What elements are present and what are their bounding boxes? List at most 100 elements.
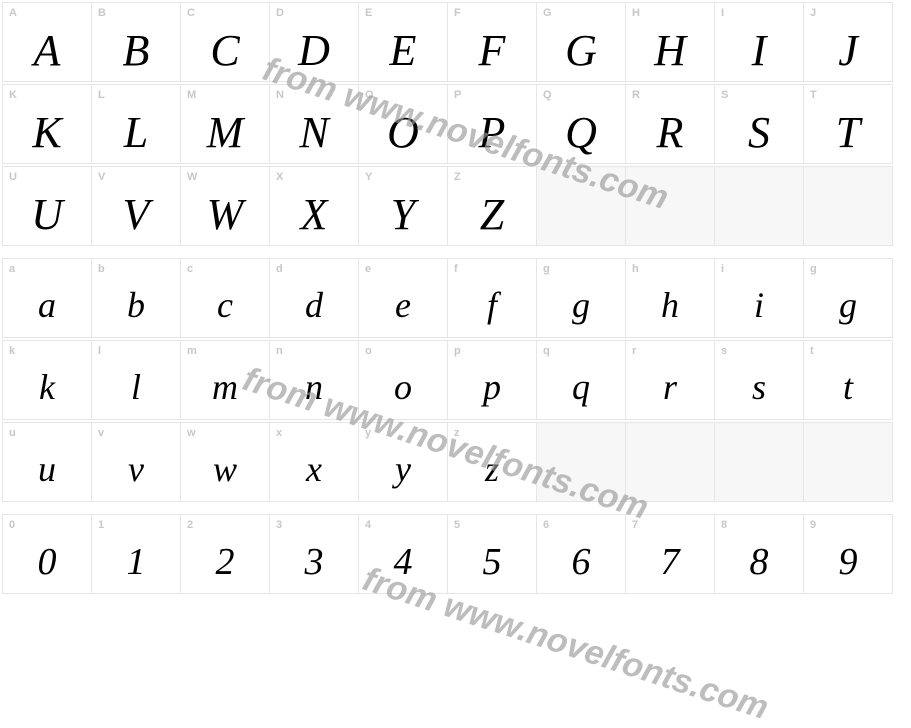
cell-label: b — [98, 263, 105, 275]
cell-label: r — [632, 345, 636, 357]
row-spacer — [2, 504, 909, 514]
glyph-cell: vv — [91, 422, 181, 502]
glyph: m — [181, 369, 269, 405]
glyph-cell: 99 — [803, 514, 893, 594]
cell-label: s — [721, 345, 727, 357]
glyph-cell: GG — [536, 2, 626, 82]
cell-label: V — [98, 171, 105, 183]
glyph-cell: QQ — [536, 84, 626, 164]
cell-label: N — [276, 89, 284, 101]
glyph: f — [448, 287, 536, 323]
glyph-cell: gg — [536, 258, 626, 338]
glyph-row: aabbccddeeffgghhiigg — [2, 258, 909, 338]
glyph-cell: HH — [625, 2, 715, 82]
glyph: E — [359, 29, 447, 73]
glyph: 8 — [715, 543, 803, 581]
glyph-cell: ee — [358, 258, 448, 338]
glyph-cell: 44 — [358, 514, 448, 594]
font-character-map: AABBCCDDEEFFGGHHIIJJKKLLMMNNOOPPQQRRSSTT… — [0, 0, 911, 598]
cell-label: U — [9, 171, 17, 183]
cell-label: 1 — [98, 519, 104, 531]
cell-label: H — [632, 7, 640, 19]
cell-label: m — [187, 345, 197, 357]
cell-label: X — [276, 171, 283, 183]
glyph-cell: II — [714, 2, 804, 82]
glyph: l — [92, 369, 180, 405]
cell-label: p — [454, 345, 461, 357]
cell-label: O — [365, 89, 374, 101]
cell-label: S — [721, 89, 728, 101]
glyph: 9 — [804, 543, 892, 581]
glyph-cell: DD — [269, 2, 359, 82]
glyph-row: UUVVWWXXYYZZ — [2, 166, 909, 246]
glyph: D — [270, 29, 358, 73]
cell-label: l — [98, 345, 101, 357]
cell-label: 4 — [365, 519, 371, 531]
glyph-cell: 33 — [269, 514, 359, 594]
glyph: 1 — [92, 543, 180, 581]
glyph: s — [715, 369, 803, 405]
cell-label: I — [721, 7, 724, 19]
glyph: W — [181, 193, 269, 237]
glyph: J — [804, 29, 892, 73]
cell-label: M — [187, 89, 196, 101]
glyph-cell: 11 — [91, 514, 181, 594]
cell-label: g — [543, 263, 550, 275]
glyph-cell: dd — [269, 258, 359, 338]
glyph: V — [92, 193, 180, 237]
glyph-cell: qq — [536, 340, 626, 420]
glyph-cell: gg — [803, 258, 893, 338]
glyph-cell-empty — [803, 166, 893, 246]
glyph-cell: BB — [91, 2, 181, 82]
glyph-cell-empty — [803, 422, 893, 502]
glyph-cell: UU — [2, 166, 92, 246]
glyph-cell: tt — [803, 340, 893, 420]
glyph-cell: ww — [180, 422, 270, 502]
glyph: u — [3, 451, 91, 487]
glyph: v — [92, 451, 180, 487]
glyph-cell: 66 — [536, 514, 626, 594]
glyph: Z — [448, 193, 536, 237]
cell-label: v — [98, 427, 104, 439]
glyph: U — [3, 193, 91, 237]
cell-label: Q — [543, 89, 552, 101]
cell-label: 3 — [276, 519, 282, 531]
cell-label: Y — [365, 171, 372, 183]
cell-label: q — [543, 345, 550, 357]
glyph: h — [626, 287, 714, 323]
cell-label: K — [9, 89, 17, 101]
glyph: b — [92, 287, 180, 323]
cell-label: F — [454, 7, 461, 19]
cell-label: E — [365, 7, 372, 19]
glyph: n — [270, 369, 358, 405]
glyph: B — [92, 29, 180, 73]
cell-label: J — [810, 7, 816, 19]
glyph-row: uuvvwwxxyyzz — [2, 422, 909, 502]
glyph: 6 — [537, 543, 625, 581]
glyph: P — [448, 111, 536, 155]
cell-label: k — [9, 345, 15, 357]
glyph: L — [92, 111, 180, 155]
cell-label: e — [365, 263, 371, 275]
glyph-cell: ZZ — [447, 166, 537, 246]
glyph-cell: 00 — [2, 514, 92, 594]
cell-label: W — [187, 171, 197, 183]
cell-label: D — [276, 7, 284, 19]
glyph-cell: pp — [447, 340, 537, 420]
cell-label: A — [9, 7, 17, 19]
cell-label: c — [187, 263, 193, 275]
glyph: 3 — [270, 543, 358, 581]
glyph-cell: TT — [803, 84, 893, 164]
glyph: M — [181, 111, 269, 155]
cell-label: T — [810, 89, 817, 101]
glyph-cell: bb — [91, 258, 181, 338]
cell-label: 2 — [187, 519, 193, 531]
glyph-cell: RR — [625, 84, 715, 164]
glyph: r — [626, 369, 714, 405]
glyph: w — [181, 451, 269, 487]
glyph-cell: 55 — [447, 514, 537, 594]
glyph: c — [181, 287, 269, 323]
cell-label: B — [98, 7, 106, 19]
glyph: a — [3, 287, 91, 323]
cell-label: u — [9, 427, 16, 439]
